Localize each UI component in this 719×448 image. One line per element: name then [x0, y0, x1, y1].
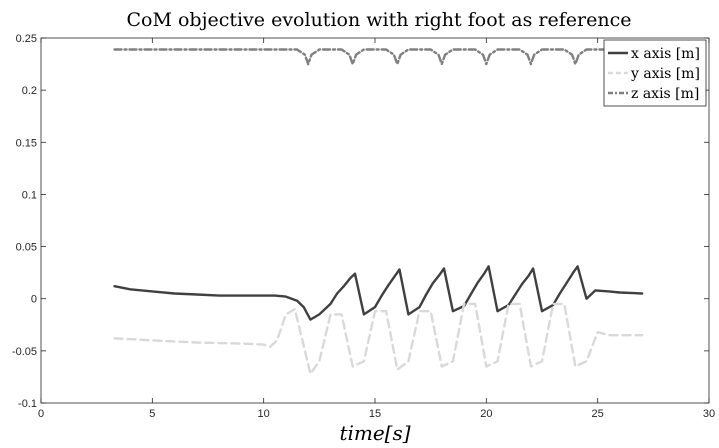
- y-tick-label: 0.15: [16, 137, 37, 149]
- x-tick-label: 15: [369, 408, 381, 420]
- legend: x axis [m] y axis [m] z axis [m]: [603, 39, 707, 107]
- x-tick-label: 25: [592, 408, 604, 420]
- y-tick-label: -0.05: [12, 346, 37, 358]
- legend-label: y axis [m]: [630, 66, 700, 82]
- legend-label: z axis [m]: [631, 86, 699, 102]
- y-tick-label: 0.05: [16, 242, 37, 254]
- x-tick-label: 0: [38, 408, 44, 420]
- y-tick-label: -0.1: [18, 398, 37, 410]
- series-line-2: [113, 302, 644, 375]
- x-tick-label: 5: [149, 408, 155, 420]
- plot-area: [40, 37, 710, 404]
- series-layer: [113, 48, 644, 375]
- y-tick-label: 0.25: [16, 33, 37, 45]
- x-axis-label: time[s]: [339, 421, 410, 445]
- y-axis-ticks: -0.1 -0.05 0 0.05 0.1 0.15 0.2 0.25: [12, 33, 709, 410]
- y-tick-label: 0.2: [22, 85, 37, 97]
- x-axis-ticks: 0 5 10 15 20 25 30: [38, 38, 715, 420]
- x-tick-label: 20: [480, 408, 492, 420]
- x-tick-label: 30: [703, 408, 715, 420]
- y-tick-label: 0: [31, 294, 37, 306]
- y-tick-label: 0.1: [22, 189, 37, 201]
- x-tick-label: 10: [258, 408, 270, 420]
- series-line-3: [113, 48, 644, 66]
- legend-label: x axis [m]: [631, 46, 700, 62]
- chart-title: CoM objective evolution with right foot …: [127, 9, 632, 31]
